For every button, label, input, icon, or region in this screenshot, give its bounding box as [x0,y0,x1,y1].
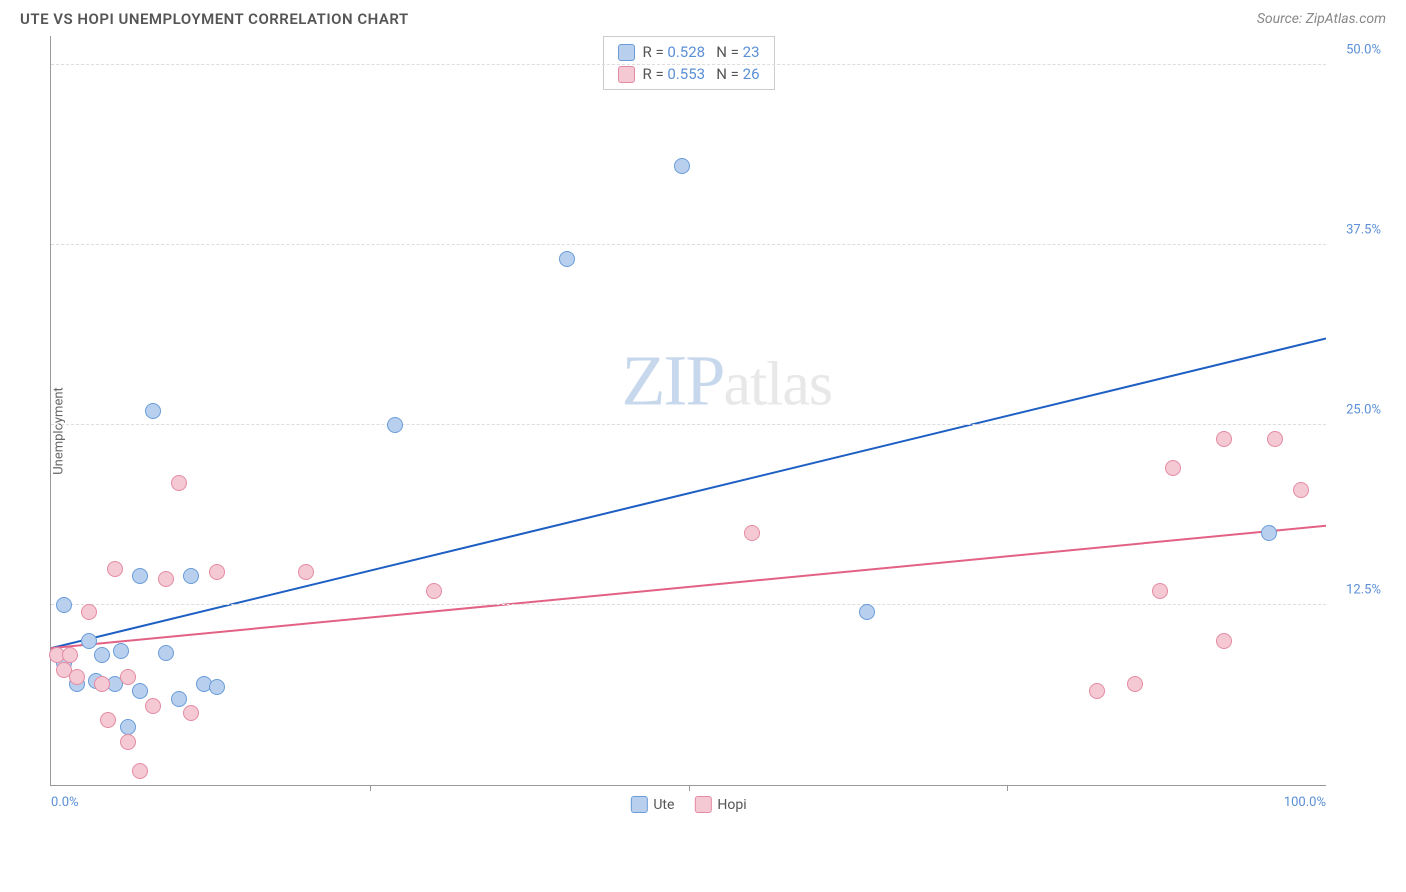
data-point-hopi [107,561,123,577]
data-point-hopi [158,571,174,587]
trend-line-ute [51,338,1326,648]
data-point-hopi [1216,431,1232,447]
data-point-hopi [120,734,136,750]
x-tick-label-start: 0.0% [51,795,79,810]
y-tick-label: 12.5% [1346,582,1381,597]
legend-swatch [630,796,647,813]
data-point-hopi [1216,633,1232,649]
data-point-ute [132,683,148,699]
data-point-hopi [81,604,97,620]
data-point-hopi [298,564,314,580]
chart-header: UTE VS HOPI UNEMPLOYMENT CORRELATION CHA… [0,0,1406,36]
series-legend-item-hopi: Hopi [694,796,746,813]
data-point-ute [1261,525,1277,541]
watermark-zip: ZIP [621,340,723,420]
gridline [51,64,1326,65]
gridline [51,424,1326,425]
data-point-hopi [744,525,760,541]
x-tick-label-end: 100.0% [1284,795,1326,810]
chart-title: UTE VS HOPI UNEMPLOYMENT CORRELATION CHA… [20,10,409,28]
trend-lines-svg [51,36,1326,785]
data-point-ute [387,417,403,433]
data-point-ute [183,568,199,584]
data-point-ute [113,643,129,659]
data-point-hopi [1089,683,1105,699]
data-point-ute [145,403,161,419]
legend-swatch [617,66,634,83]
series-legend: Ute Hopi [630,796,746,813]
data-point-ute [94,647,110,663]
data-point-ute [81,633,97,649]
data-point-ute [559,251,575,267]
legend-r: R = 0.553 N = 26 [642,65,759,83]
data-point-hopi [1267,431,1283,447]
data-point-hopi [132,763,148,779]
x-tick [370,785,371,791]
data-point-hopi [183,705,199,721]
gridline [51,244,1326,245]
data-point-ute [859,604,875,620]
data-point-ute [171,691,187,707]
series-legend-item-ute: Ute [630,796,674,813]
legend-row-ute: R = 0.528 N = 23 [617,41,759,63]
data-point-hopi [94,676,110,692]
data-point-ute [158,645,174,661]
plot-area: ZIPatlas R = 0.528 N = 23 R = 0.553 N = 2… [50,36,1326,786]
data-point-hopi [1165,460,1181,476]
trend-line-hopi [51,526,1326,648]
data-point-ute [674,158,690,174]
data-point-hopi [145,698,161,714]
watermark: ZIPatlas [621,339,832,422]
data-point-hopi [1293,482,1309,498]
data-point-hopi [426,583,442,599]
data-point-hopi [1152,583,1168,599]
legend-row-hopi: R = 0.553 N = 26 [617,63,759,85]
data-point-hopi [62,647,78,663]
data-point-hopi [171,475,187,491]
legend-swatch [694,796,711,813]
chart-container: Unemployment ZIPatlas R = 0.528 N = 23R … [50,36,1386,826]
x-tick [689,785,690,791]
data-point-hopi [69,669,85,685]
series-label: Hopi [717,797,746,813]
legend-swatch [617,44,634,61]
x-tick [1007,785,1008,791]
y-tick-label: 50.0% [1346,42,1381,57]
chart-source: Source: ZipAtlas.com [1257,11,1386,27]
data-point-hopi [120,669,136,685]
data-point-ute [56,597,72,613]
gridline [51,604,1326,605]
data-point-ute [209,679,225,695]
data-point-ute [132,568,148,584]
data-point-hopi [209,564,225,580]
watermark-atlas: atlas [723,350,832,418]
series-label: Ute [653,797,674,813]
y-tick-label: 25.0% [1346,402,1381,417]
data-point-hopi [1127,676,1143,692]
data-point-hopi [100,712,116,728]
y-tick-label: 37.5% [1346,222,1381,237]
legend-r: R = 0.528 N = 23 [642,43,759,61]
